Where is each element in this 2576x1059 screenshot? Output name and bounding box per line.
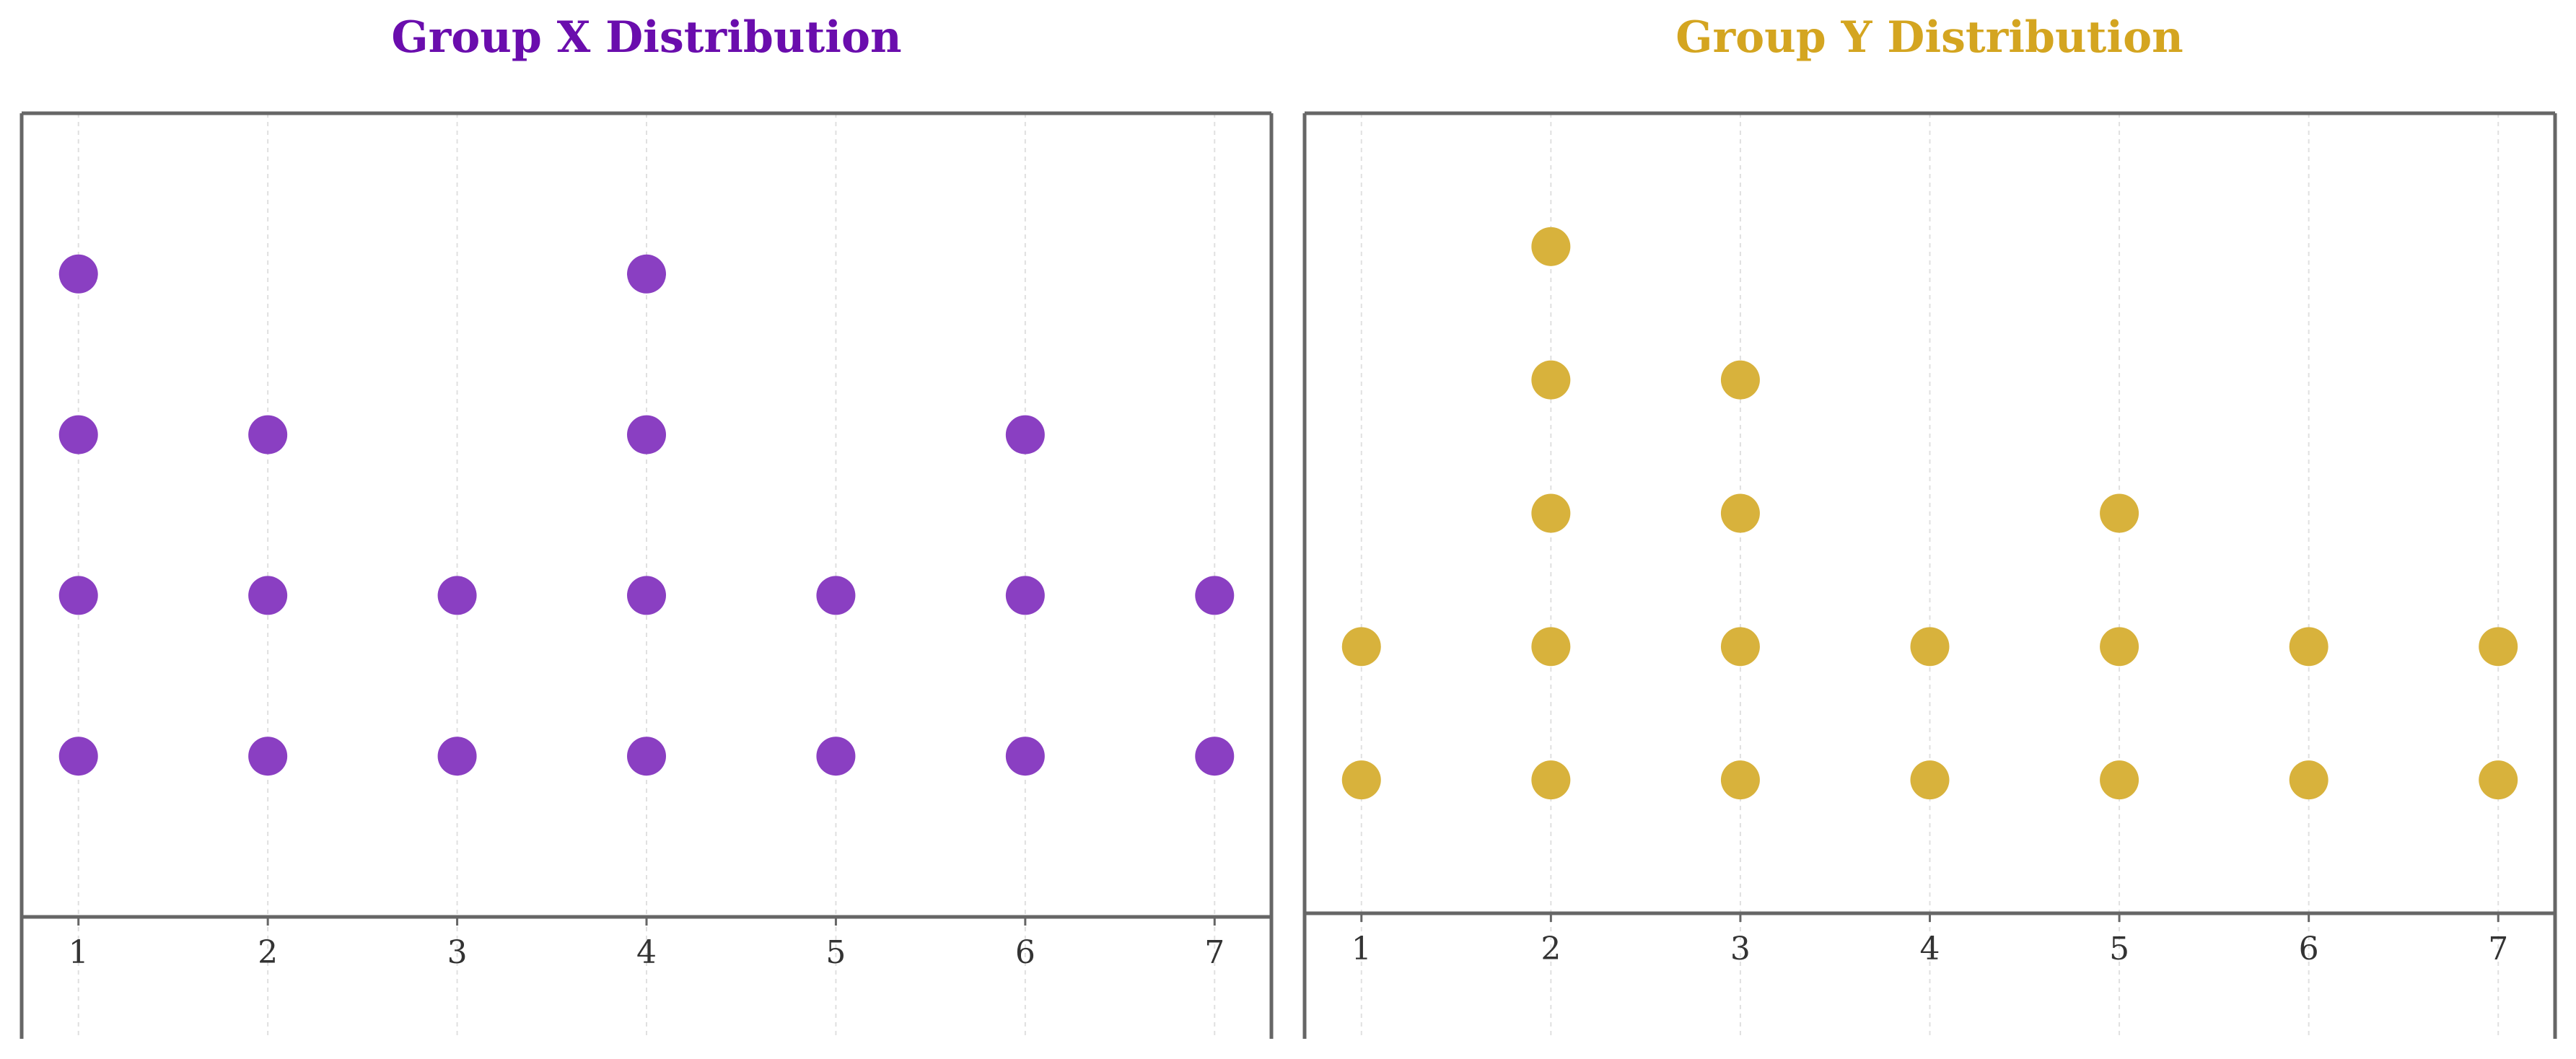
dot-marker [248,415,288,454]
chart-panel-group-x: Group X Distribution 1 2 3 4 5 6 7 [19,12,1274,1039]
x-tick-label: 4 [636,934,657,971]
x-tick-label: 5 [2109,931,2129,967]
chart-title: Group Y Distribution [1675,12,2183,63]
dot-series [58,254,1235,776]
plot-frame [19,111,1274,1039]
dot-series [1341,227,2518,800]
dot-marker [627,415,666,454]
dot-marker [58,415,98,454]
x-tick-labels: 1 2 3 4 5 6 7 [69,917,1225,971]
dot-marker [1720,760,1760,800]
x-tick-label: 3 [447,934,468,971]
x-tick-label: 6 [1015,934,1035,971]
dot-marker [1720,493,1760,533]
dot-marker [1195,737,1235,776]
dot-marker [1341,760,1381,800]
x-tick-labels: 1 2 3 4 5 6 7 [1351,913,2508,967]
dot-marker [437,737,477,776]
dot-marker [248,737,288,776]
dot-marker [2100,627,2139,667]
dot-marker [2289,627,2329,667]
x-tick-label: 3 [1730,931,1751,967]
dot-marker [58,576,98,615]
dot-marker [1531,760,1571,800]
dot-marker [816,737,856,776]
x-grid [1360,113,2500,1039]
dot-marker [2479,627,2518,667]
dot-marker [1910,760,1950,800]
dot-marker [816,576,856,615]
dot-marker [2100,760,2139,800]
x-tick-label: 2 [258,934,278,971]
dot-marker [627,576,666,615]
dot-marker [58,254,98,294]
x-tick-label: 7 [1204,934,1225,971]
dot-marker [58,737,98,776]
x-tick-label: 6 [2299,931,2319,967]
dot-marker [248,576,288,615]
dot-marker [1531,227,1571,266]
dot-marker [2479,760,2518,800]
chart-panel-group-y: Group Y Distribution 1 2 3 4 5 6 7 [1302,12,2557,1039]
dot-marker [437,576,477,615]
x-tick-label: 5 [825,934,846,971]
dot-marker [2100,493,2139,533]
dot-marker [1720,360,1760,400]
dot-marker [1531,360,1571,400]
x-tick-label: 7 [2488,931,2508,967]
dot-marker [1005,576,1045,615]
dot-marker [2289,760,2329,800]
dot-marker [1005,415,1045,454]
dot-marker [1720,627,1760,667]
dot-marker [1195,576,1235,615]
chart-title: Group X Distribution [391,12,901,63]
dot-marker [1531,627,1571,667]
dot-marker [627,254,666,294]
dot-marker [627,737,666,776]
plot-frame [1302,111,2557,1039]
x-tick-label: 1 [1351,931,1372,967]
dot-marker [1005,737,1045,776]
x-tick-label: 4 [1920,931,1940,967]
dot-marker [1531,493,1571,533]
dot-marker [1910,627,1950,667]
dot-marker [1341,627,1381,667]
x-tick-label: 2 [1541,931,1561,967]
x-tick-label: 1 [69,934,89,971]
